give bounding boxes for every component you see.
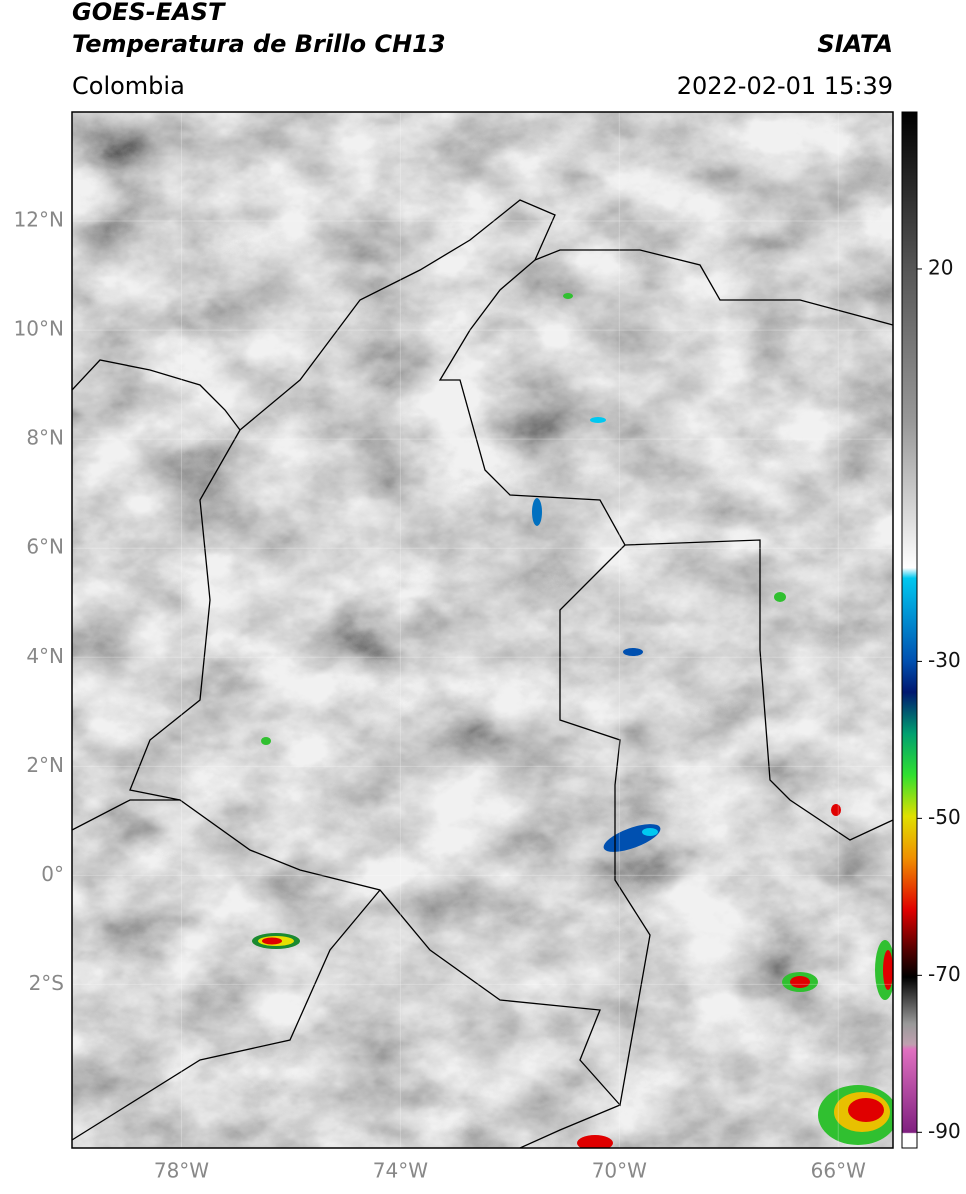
product: Temperatura de Brillo CH13	[72, 30, 446, 58]
lon-tick-label: 74°W	[373, 1159, 428, 1183]
lat-tick-label: 10°N	[14, 317, 64, 341]
colorbar-tick-label: -90	[928, 1119, 961, 1143]
lon-tick-label: 70°W	[592, 1159, 647, 1183]
colorbar-tick-label: 20	[928, 255, 953, 279]
lon-tick-label: 66°W	[811, 1159, 866, 1183]
colorbar-tick-label: -50	[928, 805, 961, 829]
borders	[72, 199, 893, 1148]
graticule	[72, 112, 893, 1148]
image-clouds	[72, 112, 893, 1148]
lat-tick-label: 6°N	[26, 535, 64, 559]
lat-tick-label: 4°N	[26, 644, 64, 668]
lon-tick-label: 78°W	[154, 1159, 209, 1183]
datetime: 2022-02-01 15:39	[677, 72, 893, 100]
region: Colombia	[72, 72, 185, 100]
lat-tick-label: 12°N	[14, 208, 64, 232]
lat-tick-label: 2°N	[26, 753, 64, 777]
satellite-image	[72, 112, 893, 1148]
satellite: GOES-EAST	[72, 0, 226, 26]
colorbar-tick-label: -70	[928, 962, 961, 986]
colorbar-tick-label: -30	[928, 648, 961, 672]
lat-tick-label: 0°	[41, 862, 64, 886]
map-frame	[71, 111, 894, 1149]
lat-tick-label: 8°N	[26, 426, 64, 450]
convective-cells	[252, 293, 893, 1148]
source: SIATA	[817, 30, 893, 58]
colorbar	[901, 111, 918, 1149]
lat-tick-label: 2°S	[29, 971, 64, 995]
